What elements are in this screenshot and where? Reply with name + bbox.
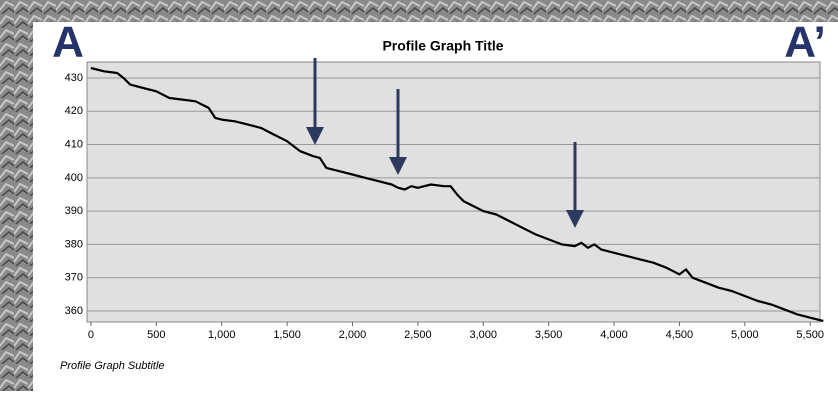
y-tick-label: 420 [65, 105, 83, 117]
x-tick-label: 1,000 [208, 329, 236, 341]
y-tick-label: 370 [65, 272, 83, 284]
x-tick-label: 4,500 [666, 329, 694, 341]
chart-title: Profile Graph Title [382, 38, 503, 54]
x-tick-label: 2,000 [339, 329, 367, 341]
x-tick-label: 1,500 [273, 329, 301, 341]
chart: Profile Graph Title A A’ Profile Graph S… [0, 0, 838, 391]
y-tick-label: 410 [65, 138, 83, 150]
x-tick-label: 4,000 [600, 329, 628, 341]
chart-subtitle: Profile Graph Subtitle [60, 360, 165, 372]
x-tick-label: 3,500 [535, 329, 563, 341]
y-tick-label: 430 [65, 72, 83, 84]
end-label: A’ [784, 18, 826, 67]
x-tick-label: 500 [147, 329, 165, 341]
page: Profile Graph Title A A’ Profile Graph S… [0, 0, 838, 391]
start-label: A [52, 18, 84, 67]
x-tick-label: 5,000 [731, 329, 759, 341]
y-tick-label: 360 [65, 305, 83, 317]
y-tick-label: 400 [65, 172, 83, 184]
y-tick-label: 380 [65, 238, 83, 250]
x-tick-label: 3,000 [469, 329, 497, 341]
x-tick-label: 0 [88, 329, 94, 341]
x-tick-label: 5,500 [796, 329, 824, 341]
x-tick-label: 2,500 [404, 329, 432, 341]
y-tick-label: 390 [65, 205, 83, 217]
